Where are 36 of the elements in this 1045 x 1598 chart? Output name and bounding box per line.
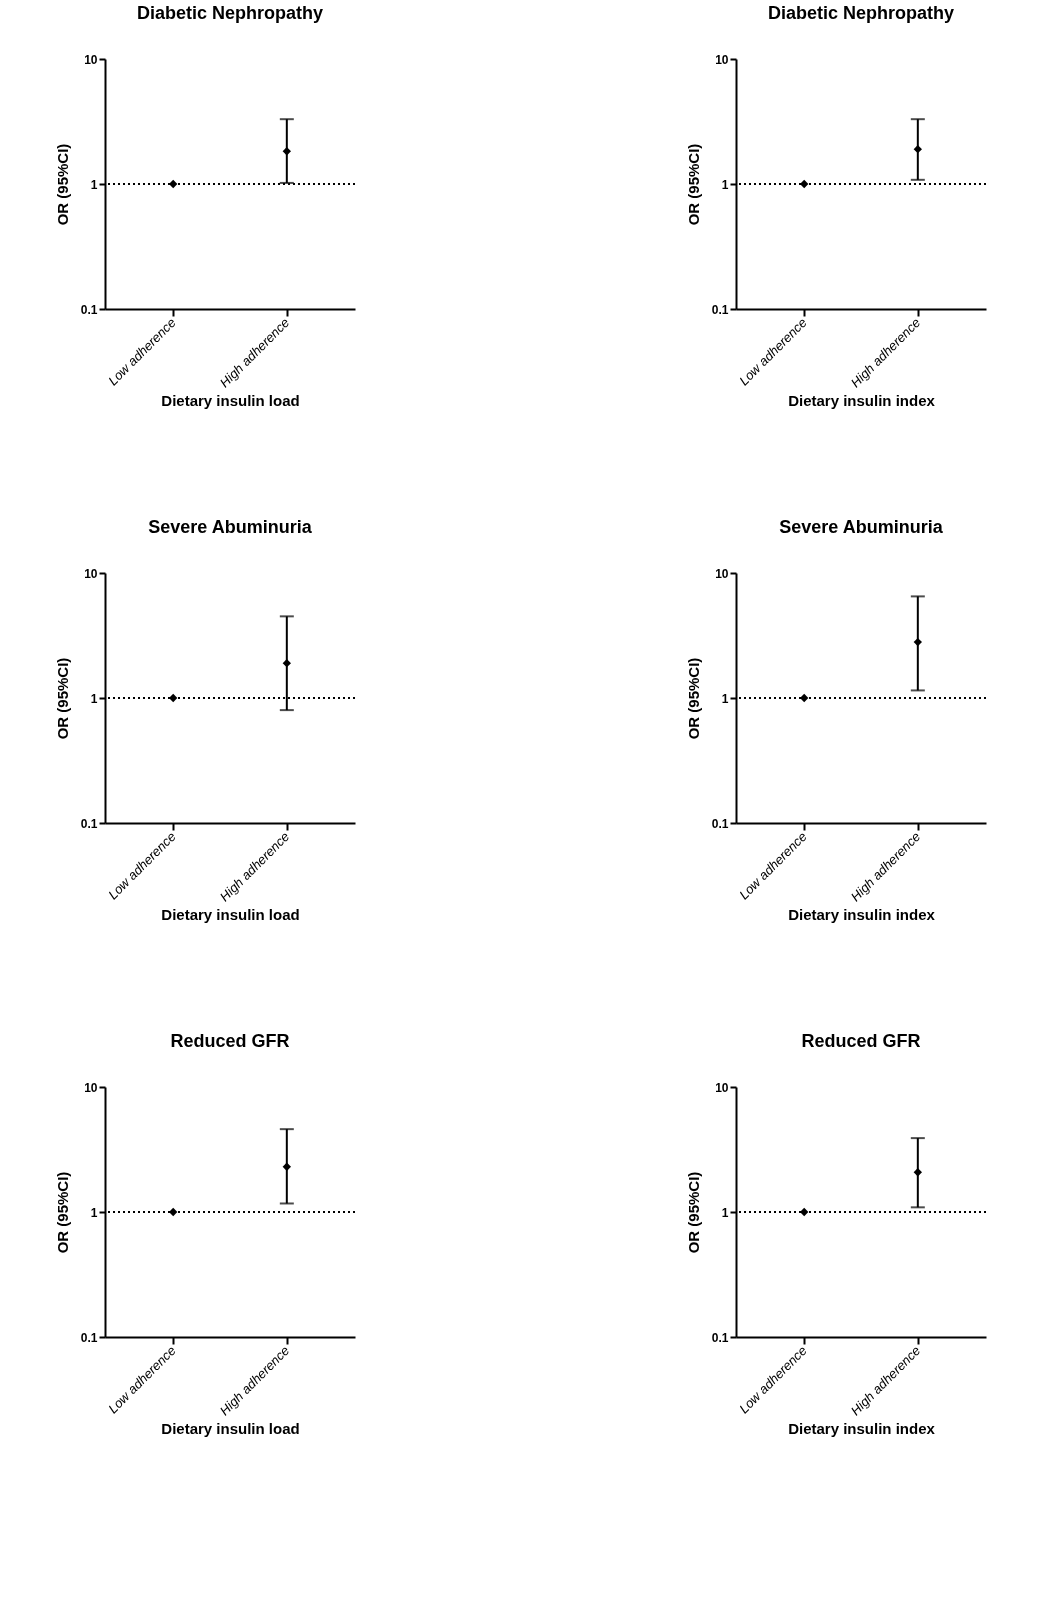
y-tick-label: 0.1: [80, 302, 98, 317]
y-tick-label: 0.1: [711, 816, 729, 831]
chart-title: Severe Abuminuria: [779, 517, 944, 537]
y-tick-label: 10: [84, 566, 98, 581]
y-axis-title: OR (95%CI): [53, 657, 71, 740]
y-tick-label: 10: [715, 566, 729, 581]
chart-title: Reduced GFR: [801, 1031, 921, 1051]
x-axis-title: Dietary insulin index: [788, 392, 936, 410]
y-tick-label: 0.1: [80, 1330, 98, 1345]
y-tick-label: 10: [84, 1080, 98, 1095]
x-axis-title: Dietary insulin load: [161, 392, 300, 410]
chart-title: Reduced GFR: [170, 1031, 290, 1051]
y-tick-label: 10: [84, 52, 98, 67]
x-axis-title: Dietary insulin load: [161, 906, 300, 924]
y-tick-label: 1: [721, 691, 729, 706]
x-axis-title: Dietary insulin index: [788, 1420, 936, 1438]
y-tick-label: 0.1: [80, 816, 98, 831]
chart-title: Diabetic Nephropathy: [767, 3, 955, 23]
y-tick-label: 10: [715, 1080, 729, 1095]
y-tick-label: 1: [90, 177, 98, 192]
y-axis-title: OR (95%CI): [684, 1171, 702, 1254]
y-tick-label: 0.1: [711, 1330, 729, 1345]
chart-title: Severe Abuminuria: [148, 517, 313, 537]
x-axis-title: Dietary insulin index: [788, 906, 936, 924]
y-axis-title: OR (95%CI): [53, 143, 71, 226]
y-tick-label: 0.1: [711, 302, 729, 317]
y-tick-label: 1: [90, 691, 98, 706]
chart-title: Diabetic Nephropathy: [136, 3, 324, 23]
y-axis-title: OR (95%CI): [684, 143, 702, 226]
y-tick-label: 1: [721, 1205, 729, 1220]
y-tick-label: 1: [90, 1205, 98, 1220]
y-axis-title: OR (95%CI): [684, 657, 702, 740]
x-axis-title: Dietary insulin load: [161, 1420, 300, 1438]
y-tick-label: 10: [715, 52, 729, 67]
y-axis-title: OR (95%CI): [53, 1171, 71, 1254]
y-tick-label: 1: [721, 177, 729, 192]
